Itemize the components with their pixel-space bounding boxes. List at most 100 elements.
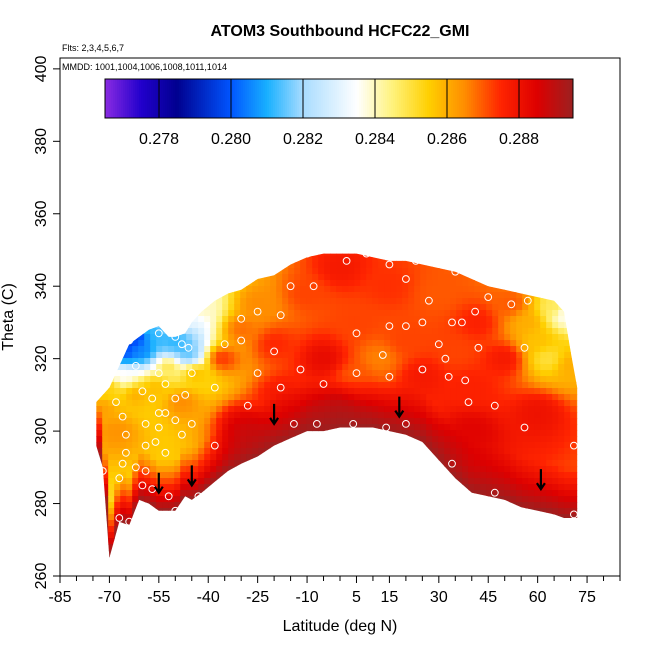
heatmap-cell (336, 472, 343, 479)
heatmap-cell (360, 352, 367, 359)
heatmap-cell (432, 484, 439, 491)
heatmap-cell (396, 328, 403, 335)
heatmap-cell (108, 340, 115, 347)
heatmap-cell (252, 508, 259, 515)
heatmap-cell (222, 562, 229, 569)
heatmap-cell (186, 178, 193, 185)
heatmap-cell (438, 184, 445, 191)
heatmap-cell (204, 190, 211, 197)
heatmap-cell (270, 394, 277, 401)
heatmap-cell (312, 340, 319, 347)
heatmap-cell (426, 298, 433, 305)
heatmap-cell (426, 478, 433, 485)
heatmap-cell (132, 172, 139, 179)
heatmap-cell (288, 358, 295, 365)
heatmap-cell (234, 196, 241, 203)
heatmap-cell (210, 496, 217, 503)
heatmap-cell (126, 346, 133, 353)
heatmap-cell (330, 562, 337, 569)
heatmap-cell (390, 370, 397, 377)
heatmap-cell (126, 508, 133, 515)
heatmap-cell (96, 244, 103, 251)
heatmap-cell (264, 280, 271, 287)
heatmap-cell (360, 64, 367, 71)
heatmap-cell (420, 226, 427, 233)
heatmap-cell (144, 436, 151, 443)
heatmap-cell (282, 430, 289, 437)
heatmap-cell (408, 154, 415, 161)
heatmap-cell (126, 472, 133, 479)
heatmap-cell (222, 544, 229, 551)
heatmap-cell (234, 466, 241, 473)
heatmap-cell (156, 370, 163, 377)
heatmap-cell (372, 490, 379, 497)
heatmap-cell (108, 184, 115, 191)
heatmap-cell (216, 574, 223, 581)
heatmap-cell (378, 256, 385, 263)
heatmap-cell (402, 298, 409, 305)
heatmap-cell (378, 292, 385, 299)
heatmap-cell (324, 484, 331, 491)
heatmap-cell (162, 202, 169, 209)
heatmap-cell (348, 526, 355, 533)
heatmap-cell (168, 274, 175, 281)
heatmap-cell (246, 448, 253, 455)
heatmap-cell (300, 196, 307, 203)
heatmap-cell (222, 412, 229, 419)
heatmap-cell (324, 574, 331, 581)
heatmap-cell (96, 256, 103, 263)
heatmap-cell (222, 400, 229, 407)
heatmap-cell (168, 490, 175, 497)
heatmap-cell (438, 232, 445, 239)
heatmap-cell (402, 478, 409, 485)
heatmap-cell (414, 232, 421, 239)
heatmap-cell (210, 232, 217, 239)
heatmap-cell (414, 412, 421, 419)
heatmap-cell (414, 160, 421, 167)
heatmap-cell (408, 502, 415, 509)
heatmap-cell (420, 562, 427, 569)
heatmap-cell (342, 148, 349, 155)
heatmap-cell (348, 58, 355, 65)
heatmap-cell (390, 274, 397, 281)
heatmap-cell (402, 418, 409, 425)
heatmap-cell (426, 556, 433, 558)
heatmap-cell (174, 364, 181, 371)
heatmap-cell (384, 292, 391, 299)
heatmap-cell (252, 322, 259, 329)
heatmap-cell (102, 160, 109, 167)
heatmap-cell (252, 454, 259, 461)
heatmap-cell (288, 460, 295, 467)
heatmap-cell (168, 220, 175, 227)
heatmap-cell (342, 58, 349, 65)
heatmap-cell (234, 550, 241, 557)
heatmap-cell (378, 316, 385, 323)
heatmap-cell (330, 526, 337, 533)
heatmap-cell (144, 544, 151, 551)
heatmap-cell (180, 442, 187, 449)
heatmap-cell (144, 514, 151, 521)
heatmap-cell (138, 502, 145, 509)
heatmap-cell (300, 550, 307, 557)
heatmap-cell (360, 208, 367, 215)
heatmap-cell (384, 220, 391, 227)
heatmap-cell (354, 358, 361, 365)
heatmap-cell (318, 538, 325, 545)
heatmap-cell (282, 346, 289, 353)
heatmap-cell (216, 166, 223, 173)
heatmap-cell (198, 442, 205, 449)
heatmap-cell (138, 256, 145, 263)
heatmap-cell (420, 532, 427, 539)
heatmap-cell (120, 286, 127, 293)
heatmap-cell (324, 556, 331, 558)
heatmap-cell (198, 190, 205, 197)
heatmap-cell (318, 442, 325, 449)
heatmap-cell (336, 244, 343, 251)
heatmap-cell (132, 304, 139, 311)
heatmap-cell (204, 352, 211, 359)
heatmap-cell (366, 166, 373, 173)
heatmap-cell (342, 124, 349, 131)
heatmap-cell (216, 466, 223, 473)
heatmap-cell (354, 328, 361, 335)
heatmap-cell (312, 196, 319, 203)
